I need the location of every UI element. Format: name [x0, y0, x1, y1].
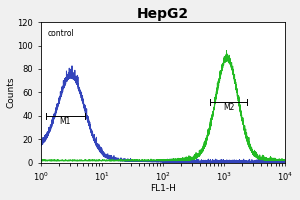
Text: M1: M1 — [59, 117, 71, 126]
X-axis label: FL1-H: FL1-H — [150, 184, 176, 193]
Y-axis label: Counts: Counts — [7, 77, 16, 108]
Title: HepG2: HepG2 — [137, 7, 189, 21]
Text: control: control — [48, 29, 75, 38]
Text: M2: M2 — [223, 103, 235, 112]
